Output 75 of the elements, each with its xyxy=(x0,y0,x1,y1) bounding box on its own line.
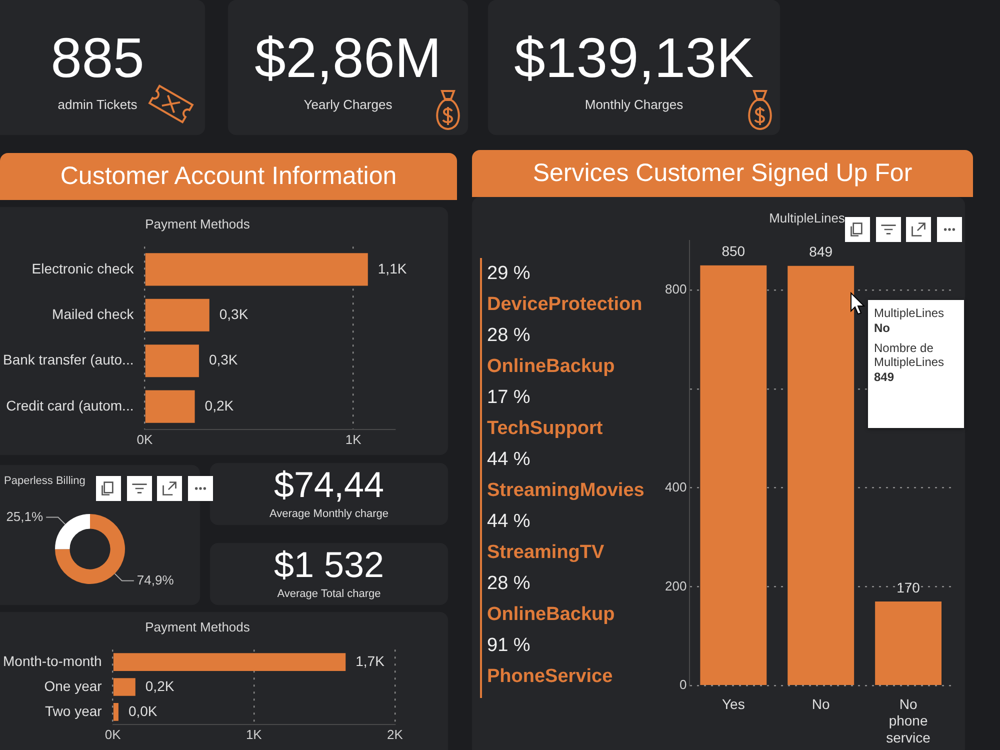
y-tick-label: 400 xyxy=(664,479,687,494)
data-label: 74,9% xyxy=(136,572,174,588)
x-tick-label: 0K xyxy=(136,432,154,447)
y-tick-label: Mailed check xyxy=(52,306,135,322)
text: Services Customer Signed Up For xyxy=(472,150,973,197)
text: StreamingTV xyxy=(487,541,606,565)
bar xyxy=(145,390,195,423)
text: $1 532 xyxy=(272,544,386,585)
text: OnlineBackup xyxy=(487,603,616,627)
text: 885 xyxy=(50,26,146,89)
text: $139,13K xyxy=(513,26,755,89)
text: $74,44 xyxy=(272,464,386,505)
bar xyxy=(875,602,942,685)
data-label: 0,2K xyxy=(145,678,175,694)
annotation: No xyxy=(874,321,891,335)
data-label: 1,7K xyxy=(356,652,386,669)
y-tick-label: Month-to-month xyxy=(2,652,102,669)
text: DeviceProtection xyxy=(487,293,644,317)
text: 17 % xyxy=(487,386,532,410)
bar xyxy=(113,653,346,671)
bar xyxy=(700,265,767,685)
annotation: Nombre de MultipleLines xyxy=(874,341,946,369)
y-tick-label: 200 xyxy=(664,578,687,594)
text: 29 % xyxy=(487,262,532,286)
text: StreamingMovies xyxy=(487,479,646,503)
text: Average Monthly charge xyxy=(268,508,390,522)
bar xyxy=(145,344,199,378)
data-label: 1,1K xyxy=(378,260,408,276)
data-label: 0,0K xyxy=(128,702,158,719)
data-label: 25,1% xyxy=(6,508,44,524)
y-tick-label: 800 xyxy=(664,282,687,297)
chart-title: Payment Methods xyxy=(145,216,250,232)
y-tick-label: Bank transfer (auto... xyxy=(2,352,134,368)
bar xyxy=(145,298,210,332)
text: admin Tickets xyxy=(56,97,138,114)
data-label: 0,3K xyxy=(219,306,249,322)
x-tick-label: No phone service xyxy=(886,696,931,746)
y-tick-label: Credit card (autom... xyxy=(6,397,134,414)
text: PhoneService xyxy=(487,665,614,689)
text: TechSupport xyxy=(487,417,604,441)
data-label: 850 xyxy=(722,243,746,260)
text: 91 % xyxy=(487,634,532,658)
bar xyxy=(145,253,368,286)
data-label: 0,3K xyxy=(208,352,238,368)
text: OnlineBackup xyxy=(487,355,616,379)
chart-title: Paperless Billing xyxy=(4,475,86,489)
bar xyxy=(113,678,136,696)
y-tick-label: Two year xyxy=(45,702,102,719)
x-tick-label: 1K xyxy=(345,432,362,447)
data-label: 0,2K xyxy=(204,397,234,414)
text: Average Total charge xyxy=(276,588,382,602)
chart-title: MultipleLines xyxy=(769,210,846,226)
chart-title: Payment Methods xyxy=(145,619,250,634)
text: Monthly Charges xyxy=(584,97,684,114)
y-tick-label: 0 xyxy=(679,677,687,692)
x-tick-label: Yes xyxy=(722,696,745,712)
bar xyxy=(113,703,118,721)
text: Yearly Charges xyxy=(302,97,394,114)
text: 28 % xyxy=(487,324,532,348)
y-tick-label: Electronic check xyxy=(32,260,135,276)
annotation: 849 xyxy=(874,370,896,384)
annotation: MultipleLines xyxy=(874,306,946,320)
x-tick-label: 0K xyxy=(104,726,122,742)
data-label: 170 xyxy=(896,579,920,596)
bar xyxy=(788,266,854,685)
x-tick-label: 2K xyxy=(387,726,404,742)
text: Customer Account Information xyxy=(0,153,457,200)
data-label: 849 xyxy=(809,244,833,260)
y-tick-label: One year xyxy=(44,678,102,694)
x-tick-label: 1K xyxy=(246,726,262,742)
text: 44 % xyxy=(487,510,532,534)
text: 28 % xyxy=(487,572,532,596)
text: 44 % xyxy=(487,448,532,472)
x-tick-label: No xyxy=(812,696,830,712)
text: $2,86M xyxy=(254,26,442,89)
